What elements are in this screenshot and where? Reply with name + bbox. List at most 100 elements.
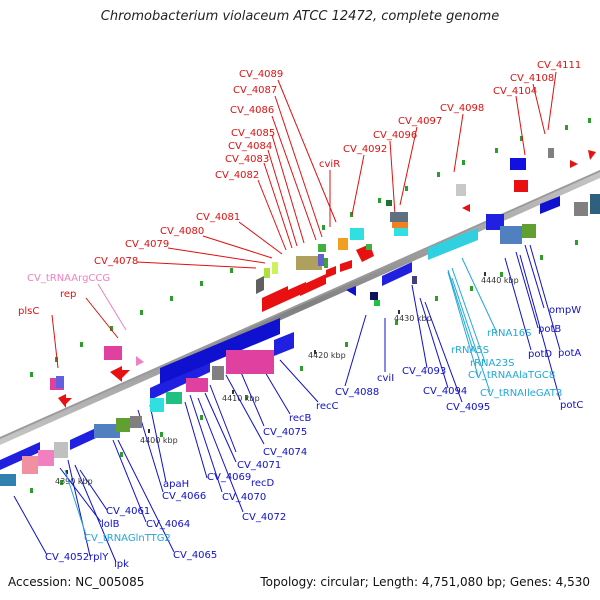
feature-block	[412, 276, 417, 284]
track-dots-upper-outer	[30, 118, 591, 377]
feature-arrow	[570, 160, 578, 168]
gene-label-cvir: cviR	[319, 159, 340, 170]
gene-label-potb: potB	[538, 324, 561, 335]
feature-arrow	[382, 262, 412, 286]
feature-block	[386, 200, 392, 206]
gene-label-cv4097: CV_4097	[398, 116, 442, 127]
gene-label-rrna16s: rRNA16S	[487, 328, 531, 339]
gene-label-cv4074: CV_4074	[263, 447, 307, 458]
feature-block	[166, 392, 182, 404]
gene-label-trna-arg: CV_tRNAArgCCG	[27, 273, 110, 284]
gene-label-cv4065: CV_4065	[173, 550, 217, 561]
feature-block	[366, 244, 372, 250]
scale-label: 4410 kbp	[222, 394, 260, 403]
lower-gene-labels: ompW potB potA potD potC rRNA16S rRNA5S …	[45, 305, 583, 570]
gene-label-trna-ala: CV_tRNAAlaTGC8	[468, 370, 555, 381]
scale-axis: 4390 kbp 4400 kbp 4410 kbp 4420 kbp 4430…	[55, 272, 519, 486]
gene-label-recb: recB	[289, 413, 312, 424]
feature-block	[56, 376, 64, 388]
genome-stats-text: Topology: circular; Length: 4,751,080 bp…	[260, 575, 590, 589]
scale-mark-4410: 4410 kbp	[222, 390, 260, 403]
gene-label-cv4089: CV_4089	[239, 69, 283, 80]
gene-label-recc: recC	[316, 401, 339, 412]
gene-label-rrna5s: rRNA5S	[451, 345, 489, 356]
outer-track-dots	[30, 118, 591, 493]
gene-label-cv4088: CV_4088	[335, 387, 379, 398]
feature-block	[370, 292, 378, 300]
track-dots-lower-outer	[30, 240, 578, 493]
gene-label-cv4086: CV_4086	[230, 105, 274, 116]
gene-label-cv4066: CV_4066	[162, 491, 206, 502]
scale-mark-4440: 4440 kbp	[481, 272, 519, 285]
feature-arrow	[70, 428, 96, 450]
feature-block	[54, 442, 68, 458]
rna-leader-lines	[64, 257, 498, 536]
feature-block	[256, 276, 264, 294]
feature-arrow-cluster	[160, 318, 280, 384]
feature-block	[296, 256, 322, 270]
feature-block	[318, 254, 324, 266]
feature-block	[374, 300, 380, 306]
feature-arrow	[274, 332, 294, 356]
feature-block	[318, 244, 326, 252]
gene-label-cv4052: CV_4052	[45, 552, 89, 563]
feature-block	[574, 202, 588, 216]
upper-gene-labels: CV_4111 CV_4108 CV_4104 CV_4098 CV_4097 …	[18, 60, 581, 317]
feature-block	[486, 214, 504, 230]
feature-arrow	[462, 204, 470, 212]
gene-label-rep: rep	[60, 289, 76, 300]
gene-label-cv4092: CV_4092	[343, 144, 387, 155]
gene-label-cv4083: CV_4083	[225, 154, 269, 165]
gene-label-cv4108: CV_4108	[510, 73, 554, 84]
genome-backbone	[0, 170, 600, 445]
feature-block	[514, 180, 528, 192]
gene-label-cv4080: CV_4080	[160, 226, 204, 237]
gene-label-rrna23s: rRNA23S	[470, 358, 514, 369]
trna-arg-feature	[136, 356, 144, 366]
feature-block	[104, 346, 122, 360]
gene-label-cv4096: CV_4096	[373, 130, 417, 141]
feature-block	[456, 184, 466, 196]
gene-label-cv4085: CV_4085	[231, 128, 275, 139]
feature-arrow	[326, 260, 352, 278]
feature-block	[212, 366, 224, 380]
feature-arrow	[540, 196, 560, 214]
feature-block	[226, 350, 274, 374]
feature-arrow	[346, 286, 356, 296]
feature-block	[338, 238, 348, 250]
gene-label-lolb: lolB	[101, 519, 120, 530]
accession-text: Accession: NC_005085	[8, 575, 145, 589]
gene-label-cv4095: CV_4095	[446, 402, 490, 413]
feature-arrow	[300, 274, 326, 296]
feature-arrow-cluster	[262, 282, 306, 312]
gene-label-plsc: plsC	[18, 306, 39, 317]
feature-block	[22, 456, 38, 474]
feature-arrow	[588, 150, 596, 160]
feature-block	[590, 194, 600, 214]
scale-mark-4400: 4400 kbp	[140, 429, 178, 445]
scale-label: 4440 kbp	[481, 276, 519, 285]
feature-arrow-cluster	[0, 442, 40, 470]
gene-label-cv4098: CV_4098	[440, 103, 484, 114]
scale-label: 4430 kbp	[394, 314, 432, 323]
gene-label-cv4071: CV_4071	[237, 460, 281, 471]
trna-arg-leader	[97, 283, 127, 331]
scale-label: 4400 kbp	[140, 436, 178, 445]
feature-block	[390, 212, 408, 222]
feature-block	[510, 158, 526, 170]
gene-label-cvii: cviI	[377, 373, 394, 384]
gene-label-cv4094: CV_4094	[423, 386, 467, 397]
lower-leader-lines	[13, 244, 561, 563]
feature-block	[392, 222, 408, 228]
scale-mark-4420: 4420 kbp	[308, 350, 346, 360]
scale-mark-4390: 4390 kbp	[55, 470, 93, 486]
feature-arrow-cluster	[150, 360, 210, 400]
gene-label-apah: apaH	[163, 479, 189, 490]
feature-block	[324, 258, 328, 268]
gene-label-cv4087: CV_4087	[233, 85, 277, 96]
feature-block	[0, 474, 16, 486]
scale-label: 4420 kbp	[308, 351, 346, 360]
gene-label-pota: potA	[558, 348, 581, 359]
